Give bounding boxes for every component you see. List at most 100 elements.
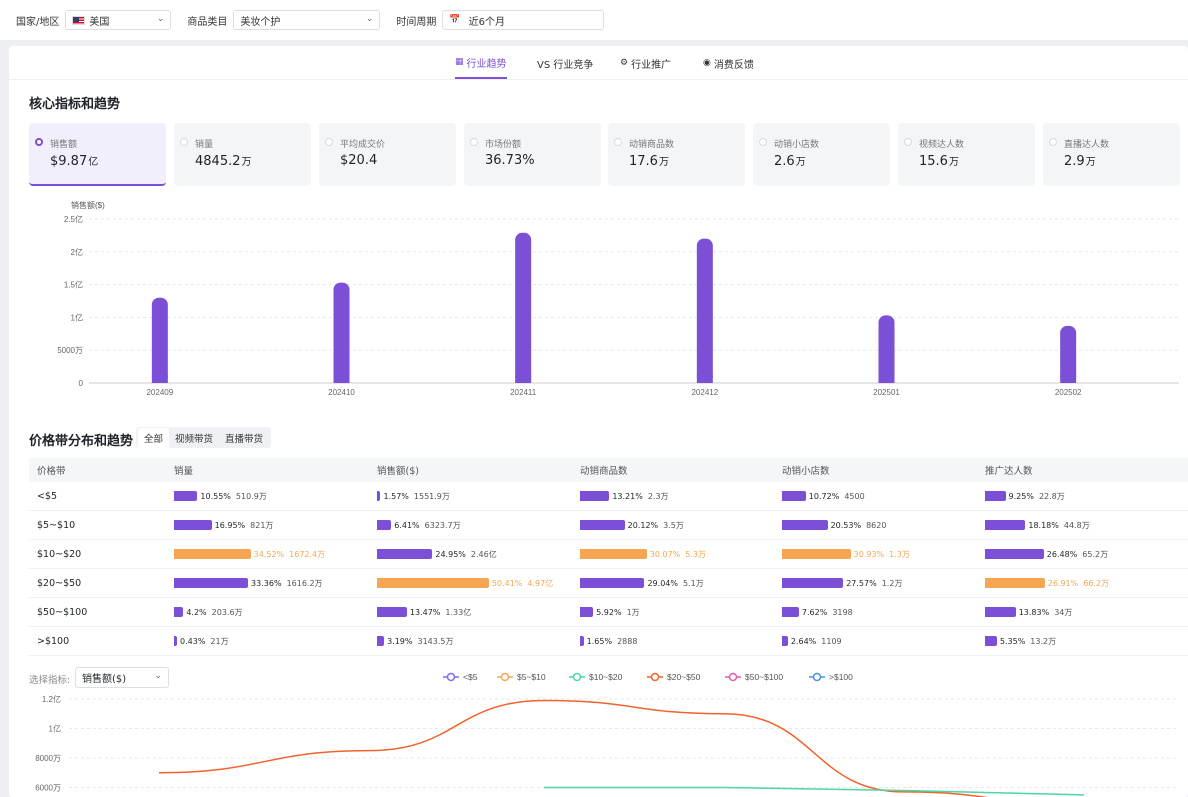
- table-cell: 13.83% 34万: [985, 598, 1072, 626]
- share-bar: [174, 520, 212, 530]
- column-header[interactable]: 销售额($): [377, 466, 419, 477]
- table-cell: 6.41% 6323.7万: [377, 511, 461, 539]
- metric-card-live-creators[interactable]: 直播达人数 2.9万: [1043, 123, 1180, 186]
- table-row: $20~$50 33.36% 1616.2万 50.41% 4.97亿 29.04% 5.1…: [29, 569, 1188, 598]
- legend-label: $20~$50: [667, 672, 701, 682]
- country-select[interactable]: 美国 ⌄: [65, 10, 172, 30]
- bar: [333, 282, 350, 383]
- bar: [696, 238, 713, 383]
- y-tick-label: 2.5亿: [64, 214, 83, 224]
- share-value: 1109: [821, 636, 842, 646]
- table-cell: 9.25% 22.8万: [985, 482, 1065, 510]
- y-tick-label: 1.2亿: [42, 694, 61, 704]
- table-cell: 16.95% 821万: [174, 511, 273, 539]
- x-tick-label: 202501: [873, 388, 900, 397]
- column-header[interactable]: 动销小店数: [782, 466, 830, 477]
- column-header[interactable]: 动销商品数: [580, 466, 628, 477]
- share-percent: 20.53%: [830, 520, 862, 530]
- price-band-trend-chart: <$5 $5~$10 $10~$20 $20~$50 $50~$100 >$100 1.2亿…: [35, 672, 1179, 797]
- share-percent: 0.43%: [180, 636, 206, 646]
- metric-number: $20.4: [340, 153, 378, 168]
- metric-number: 4845.2: [195, 154, 241, 169]
- chevron-down-icon: ⌄: [156, 14, 165, 24]
- metric-unit: 万: [241, 157, 252, 168]
- price-band-label: >$100: [37, 635, 70, 647]
- tab-industry-promotion[interactable]: ⚙ 行业推广: [620, 55, 671, 79]
- legend-marker: [572, 672, 582, 682]
- tab-label: 消费反馈: [713, 59, 754, 71]
- x-tick-label: 202409: [146, 388, 173, 397]
- metric-card-active-products[interactable]: 动销商品数 17.6万: [608, 123, 745, 186]
- channel-tab-live[interactable]: 直播带货: [225, 433, 264, 445]
- bar-base: [333, 375, 350, 383]
- metric-card-volume[interactable]: 销量 4845.2万: [174, 123, 311, 186]
- tab-industry-trend[interactable]: ▦ 行业趋势: [455, 55, 507, 79]
- category-select[interactable]: 美妆个护 ⌄: [233, 10, 381, 30]
- column-header[interactable]: 销量: [174, 466, 194, 477]
- radio-icon: [614, 138, 622, 146]
- share-bar: [174, 549, 251, 559]
- channel-tabs: 全部 视频带货 直播带货: [136, 427, 272, 448]
- table-row: >$100 0.43% 21万 3.19% 3143.5万 1.65% 2888 2.64% 1…: [29, 627, 1188, 656]
- bar: [515, 232, 532, 383]
- column-header[interactable]: 价格带: [37, 466, 66, 477]
- country-label: 国家/地区: [16, 16, 60, 28]
- share-bar: [782, 491, 806, 501]
- metric-select[interactable]: 销售额($) ⌄: [75, 667, 169, 688]
- share-value: 3143.5万: [417, 636, 454, 646]
- share-value: 1万: [626, 607, 640, 617]
- share-percent: 13.21%: [612, 491, 643, 501]
- share-percent: 33.36%: [251, 578, 282, 588]
- share-value: 1.2万: [881, 578, 903, 588]
- share-percent: 3.19%: [387, 636, 413, 646]
- share-value: 1672.4万: [289, 549, 326, 559]
- table-cell: 30.93% 1.3万: [782, 540, 910, 568]
- share-bar: [580, 636, 584, 646]
- chevron-down-icon: ⌄: [365, 14, 374, 24]
- share-percent: 20.12%: [627, 520, 659, 530]
- metric-card-active-shops[interactable]: 动销小店数 2.6万: [753, 123, 890, 186]
- metric-card-video-creators[interactable]: 视频达人数 15.6万: [898, 123, 1035, 186]
- share-value: 3.5万: [663, 520, 684, 530]
- table-cell: 2.64% 1109: [782, 627, 842, 655]
- share-value: 22.8万: [1038, 491, 1065, 501]
- period-select[interactable]: 📅 近6个月: [442, 10, 605, 30]
- metric-number: 2.6: [774, 154, 795, 169]
- share-value: 5.1万: [682, 578, 704, 588]
- legend-item: $5~$10: [497, 672, 546, 682]
- table-cell: 30.07% 5.3万: [580, 540, 706, 568]
- column-header[interactable]: 推广达人数: [985, 466, 1033, 477]
- share-percent: 30.07%: [649, 549, 681, 559]
- series-line-20-50: [158, 699, 989, 797]
- radio-icon: [180, 138, 188, 146]
- channel-tab-video[interactable]: 视频带货: [175, 433, 214, 445]
- table-cell: 10.55% 510.9万: [174, 482, 267, 510]
- tab-consumer-feedback[interactable]: ◉ 消费反馈: [703, 55, 754, 79]
- share-bar: [377, 636, 385, 646]
- y-tick-label: 5000万: [57, 346, 83, 355]
- price-band-label: $5~$10: [37, 519, 76, 531]
- x-tick-label: 202412: [691, 388, 718, 397]
- metric-card-sales[interactable]: 销售额 $9.87亿: [29, 123, 166, 186]
- period-label: 时间周期: [396, 16, 437, 28]
- share-value: 2.3万: [647, 491, 669, 501]
- share-value: 44.8万: [1063, 520, 1090, 530]
- bar: [151, 297, 168, 383]
- metric-card-market-share[interactable]: 市场份额 36.73%: [464, 123, 601, 186]
- metric-card-avg-price[interactable]: 平均成交价 $20.4: [319, 123, 456, 186]
- share-value: 8620: [866, 520, 887, 530]
- share-value: 4500: [844, 491, 865, 501]
- table-cell: 5.92% 1万: [580, 598, 640, 626]
- channel-tab-all[interactable]: 全部: [138, 427, 170, 448]
- legend-label: $10~$20: [589, 672, 623, 682]
- share-percent: 18.18%: [1028, 520, 1059, 530]
- table-cell: 24.95% 2.46亿: [377, 540, 497, 568]
- legend-label: $50~$100: [745, 672, 783, 682]
- y-tick-label: 1.5亿: [64, 280, 83, 290]
- share-value: 4.97亿: [527, 578, 554, 588]
- legend-marker: [650, 672, 660, 682]
- share-value: 34万: [1054, 607, 1073, 617]
- tab-industry-competition[interactable]: VS 行业竞争: [537, 55, 593, 79]
- share-value: 510.9万: [235, 491, 267, 501]
- legend-item: $10~$20: [569, 672, 623, 682]
